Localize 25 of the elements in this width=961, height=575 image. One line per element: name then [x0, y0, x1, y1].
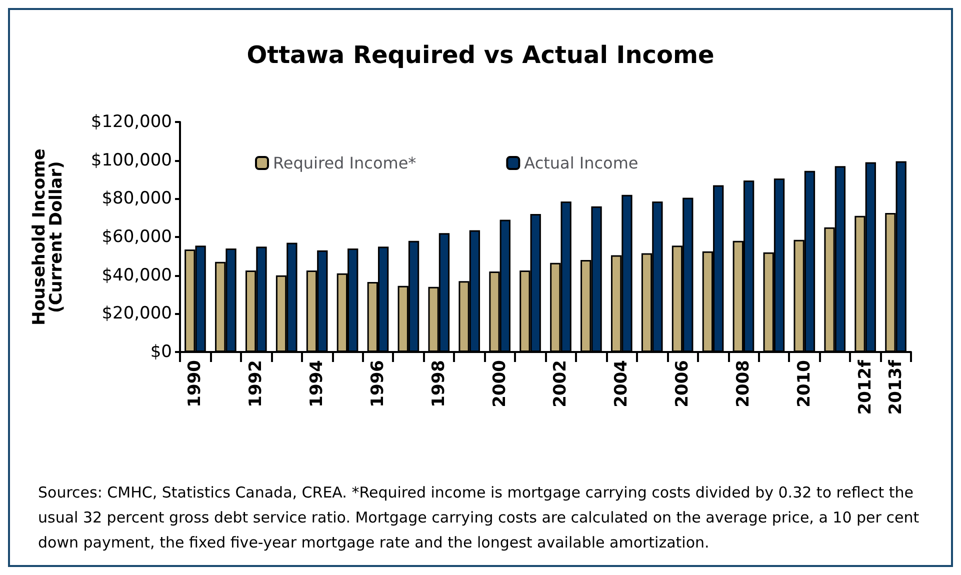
x-tick-label: 1994 — [307, 360, 328, 408]
x-tick-label: 2008 — [733, 360, 754, 408]
legend-label: Required Income* — [273, 154, 416, 172]
x-tick-label: 2006 — [672, 360, 693, 408]
y-tick-label: $40,000 — [102, 265, 172, 286]
source-note: Sources: CMHC, Statistics Canada, CREA. *Required income is mortgage carrying costs divided by 0.32 to reflect the usual 32 percent gross debt service ratio. Mortgage carrying costs are calculated on the average price, a 10 per cent down payment, the fixed five-year mortgage rate and the longest available amortization. — [38, 484, 924, 552]
y-tick-label: $60,000 — [102, 227, 172, 247]
x-tick-label: 1990 — [185, 360, 206, 408]
chart-title: Ottawa Required vs Actual Income — [246, 41, 714, 69]
y-tick-label: $100,000 — [90, 150, 172, 170]
y-tick-label: $0 — [150, 342, 172, 362]
x-tick-label: 1998 — [428, 360, 449, 408]
x-tick-label: 2000 — [490, 360, 510, 408]
y-tick-label: $20,000 — [102, 304, 172, 324]
x-tick-label: 2010 — [794, 360, 814, 408]
y-axis-title: Household Income (Current Dollar) — [30, 148, 66, 326]
legend-label: Actual Income — [524, 154, 638, 172]
y-tick-label: $120,000 — [90, 112, 172, 132]
y-tick-label: $80,000 — [102, 188, 172, 209]
x-tick-label: 1996 — [368, 360, 388, 408]
x-tick-label: 2002 — [550, 360, 571, 408]
x-tick-label: 1992 — [246, 360, 266, 408]
x-tick-label: 2004 — [612, 360, 632, 408]
x-tick-label: 2013f — [886, 359, 906, 415]
x-tick-label: 2012f — [855, 359, 876, 415]
